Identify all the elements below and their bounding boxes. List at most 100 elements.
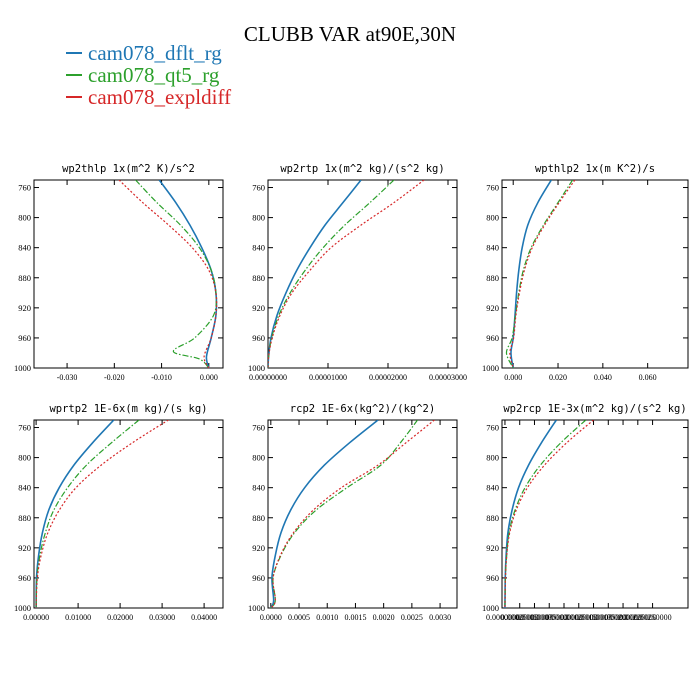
chart-panel-6: wp2rcp 1E-3x(m^2 kg)/(s^2 kg) 760 800 840 88… — [482, 403, 689, 622]
y-tick-label: 880 — [18, 513, 31, 523]
y-tick-label: 760 — [486, 183, 499, 193]
legend-swatch-qt5 — [66, 74, 82, 76]
plot-frame — [267, 179, 458, 369]
y-tick-label: 840 — [486, 243, 499, 253]
panel-title: wp2rtp 1x(m^2 kg)/(s^2 kg) — [280, 163, 444, 175]
y-tick-label: 960 — [252, 333, 265, 343]
legend-swatch-expldiff — [66, 96, 82, 98]
x-tick-label: 0.01000 — [65, 613, 91, 622]
x-tick-label: 0.00050000 — [515, 613, 553, 622]
plot-frame — [33, 179, 224, 369]
y-tick-label: 1000 — [14, 363, 31, 373]
series-line-1 — [158, 180, 218, 368]
series-line-2 — [505, 180, 574, 368]
y-tick-label: 920 — [486, 543, 499, 553]
y-tick-label: 840 — [18, 243, 31, 253]
panel-title: wprtp2 1E-6x(m kg)/(s kg) — [49, 403, 207, 415]
y-tick-label: 960 — [252, 573, 265, 583]
panel-title: rcp2 1E-6x(kg^2)/(kg^2) — [290, 403, 435, 415]
x-tick-label: -0.030 — [57, 373, 78, 382]
y-tick-label: 920 — [486, 303, 499, 313]
y-tick-label: 920 — [18, 543, 31, 553]
y-tick-label: 760 — [252, 183, 265, 193]
panel-title: wp2rcp 1E-3x(m^2 kg)/(s^2 kg) — [503, 403, 686, 415]
y-tick-label: 840 — [486, 483, 499, 493]
x-tick-label: 0.00125000 — [560, 613, 598, 622]
y-tick-label: 1000 — [482, 603, 499, 613]
series-line-2 — [35, 420, 140, 608]
y-tick-label: 760 — [252, 423, 265, 433]
chart-panel-4: wprtp2 1E-6x(m kg)/(s kg) 760 800 840 880 920… — [14, 403, 224, 622]
y-tick-label: 800 — [252, 213, 265, 223]
y-tick-label: 800 — [252, 453, 265, 463]
x-tick-label: 0.03000 — [149, 613, 175, 622]
y-tick-label: 920 — [18, 303, 31, 313]
chart-panel-2: wp2rtp 1x(m^2 kg)/(s^2 kg) 760 800 840 880 92… — [248, 163, 467, 382]
legend-item-dflt: cam078_dflt_rg — [66, 40, 231, 65]
y-tick-label: 880 — [486, 273, 499, 283]
x-tick-label: 0.000 — [200, 373, 218, 382]
y-tick-label: 800 — [18, 453, 31, 463]
x-tick-label: -0.010 — [151, 373, 172, 382]
y-tick-label: 1000 — [482, 363, 499, 373]
x-tick-label: 0.0030 — [429, 613, 451, 622]
y-tick-label: 800 — [486, 213, 499, 223]
x-tick-label: 0.000 — [504, 373, 522, 382]
series-line-3 — [35, 420, 169, 608]
y-tick-label: 880 — [252, 273, 265, 283]
series-line-3 — [509, 180, 576, 368]
panel-title: wp2thlp 1x(m^2 K)/s^2 — [62, 163, 195, 175]
panel-title: wpthlp2 1x(m K^2)/s — [535, 163, 655, 175]
y-tick-label: 1000 — [14, 603, 31, 613]
y-tick-label: 960 — [486, 573, 499, 583]
y-tick-label: 840 — [18, 483, 31, 493]
y-tick-label: 960 — [486, 333, 499, 343]
y-tick-label: 760 — [18, 183, 31, 193]
chart-panel-5: rcp2 1E-6x(kg^2)/(kg^2) 760 800 840 880 920 96… — [248, 403, 458, 622]
x-tick-label: -0.020 — [104, 373, 125, 382]
plot-frame — [501, 419, 689, 609]
y-tick-label: 760 — [486, 423, 499, 433]
y-tick-label: 880 — [486, 513, 499, 523]
y-tick-label: 960 — [18, 573, 31, 583]
x-tick-label: 0.0025 — [401, 613, 423, 622]
series-line-2 — [135, 180, 217, 368]
x-tick-label: 0.0010 — [316, 613, 338, 622]
x-tick-label: 0.020 — [549, 373, 567, 382]
x-tick-label: 0.02000 — [107, 613, 133, 622]
x-tick-label: 0.0020 — [373, 613, 395, 622]
x-tick-label: 0.00003000 — [429, 373, 467, 382]
y-tick-label: 760 — [18, 423, 31, 433]
series-line-1 — [510, 180, 552, 368]
legend-item-qt5: cam078_qt5_rg — [66, 63, 231, 87]
x-tick-label: 0.0015 — [344, 613, 366, 622]
series-line-1 — [270, 420, 379, 608]
x-tick-label: 0.0000 — [260, 613, 282, 622]
y-tick-label: 960 — [18, 333, 31, 343]
x-tick-label: 0.04000 — [191, 613, 217, 622]
legend-label-dflt: cam078_dflt_rg — [88, 40, 222, 65]
x-tick-label: 0.00001000 — [309, 373, 347, 382]
series-line-1 — [504, 420, 557, 608]
x-tick-label: 0.00225000 — [619, 613, 657, 622]
x-tick-label: 0.00025000 — [501, 613, 539, 622]
legend: cam078_dflt_rg cam078_qt5_rg cam078_expl… — [66, 40, 231, 109]
y-tick-label: 840 — [252, 483, 265, 493]
y-tick-label: 840 — [252, 243, 265, 253]
series-line-3 — [504, 420, 594, 608]
series-line-3 — [268, 180, 425, 368]
x-tick-label: 0.040 — [594, 373, 612, 382]
figure-title: CLUBB VAR at90E,30N — [243, 22, 457, 46]
series-line-2 — [270, 420, 418, 608]
legend-item-expldiff: cam078_expldiff — [66, 85, 231, 109]
x-tick-label: 0.0005 — [288, 613, 310, 622]
x-tick-label: 0.060 — [639, 373, 657, 382]
x-tick-label: 0.00000 — [23, 613, 49, 622]
x-tick-label: 0.00150000 — [575, 613, 613, 622]
plot-frame — [267, 419, 458, 609]
x-tick-label: 0.00200000 — [604, 613, 642, 622]
plot-frame — [33, 419, 224, 609]
x-tick-label: 0.00000000 — [486, 613, 524, 622]
series-line-1 — [268, 180, 362, 368]
chart-panel-3: wpthlp2 1x(m K^2)/s 760 800 840 880 920 960 100… — [482, 163, 689, 382]
